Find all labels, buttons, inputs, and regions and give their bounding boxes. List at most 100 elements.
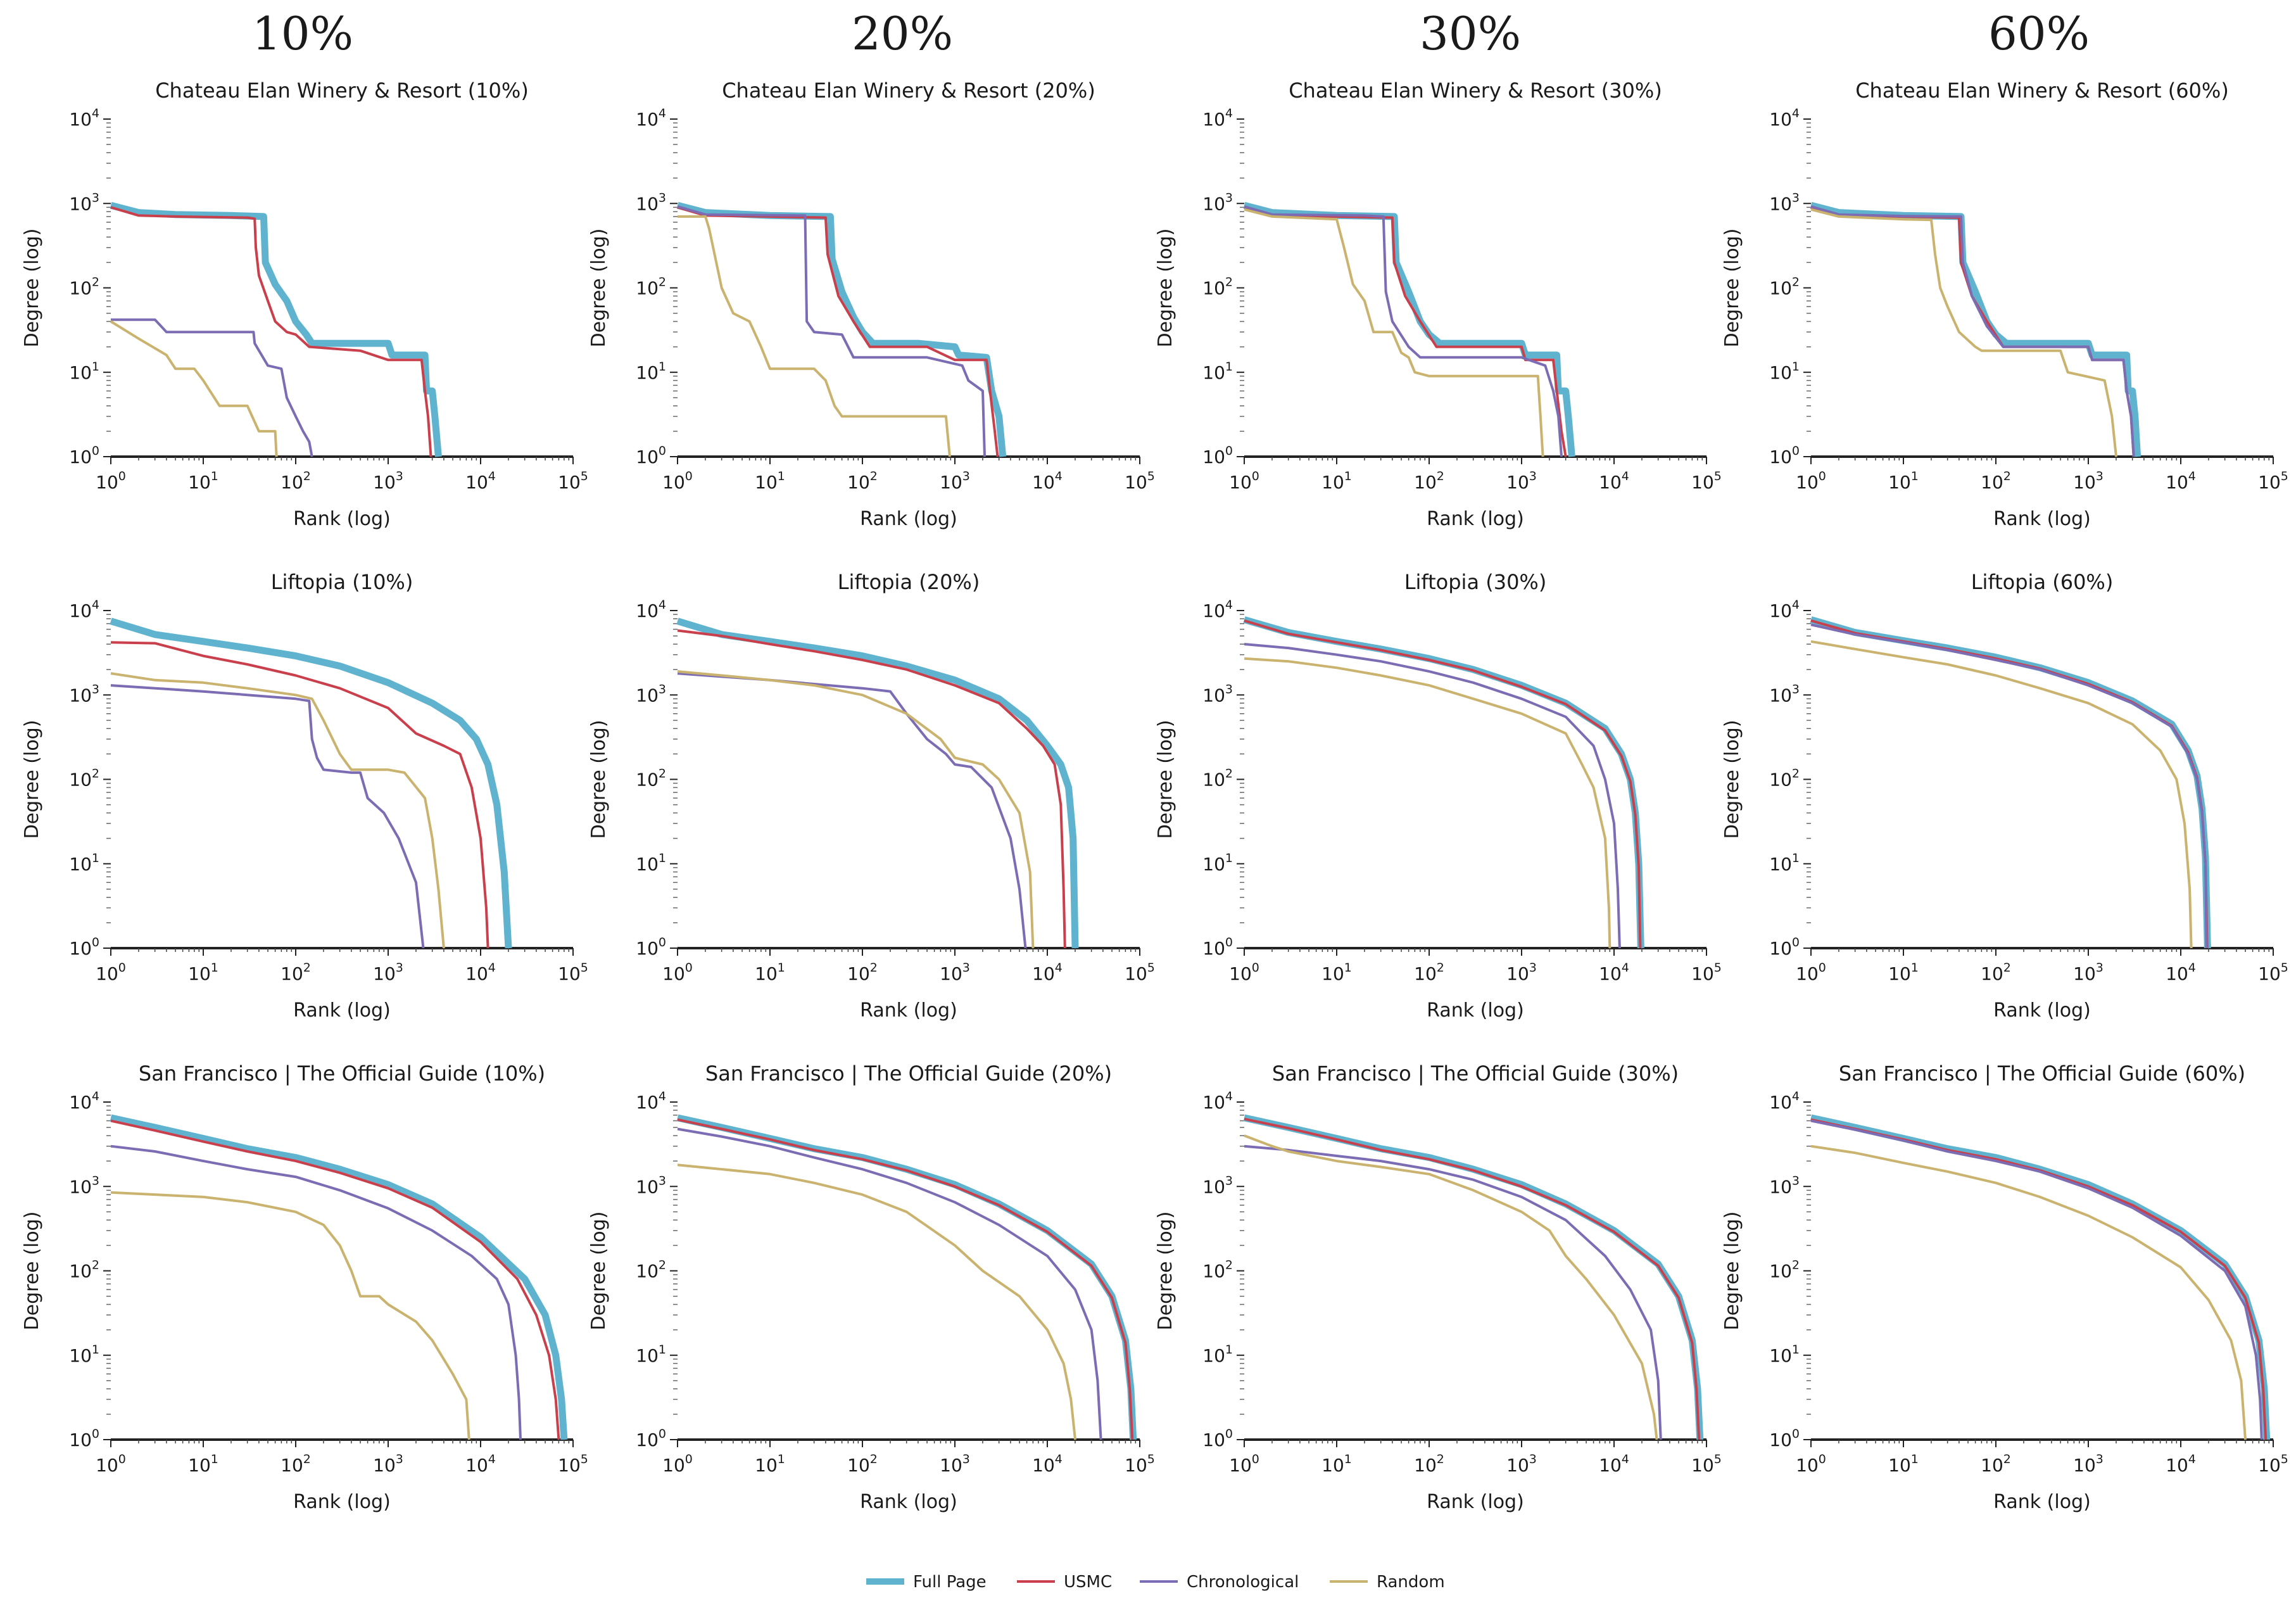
x-tick-label: 101 bbox=[1888, 1452, 1919, 1476]
series-line-chronological bbox=[1810, 205, 2135, 457]
y-tick-label: 100 bbox=[1769, 935, 1800, 959]
x-axis-label: Rank (log) bbox=[1427, 508, 1524, 530]
legend-item-usmc: USMC bbox=[1017, 1573, 1112, 1592]
y-axis-label: Degree (log) bbox=[21, 720, 43, 839]
x-axis-label: Rank (log) bbox=[1993, 999, 2091, 1022]
y-tick-label: 101 bbox=[636, 1343, 666, 1366]
panel-6: Liftopia (20%) 100 101 102 103 104 105 100 101 10… bbox=[588, 570, 1155, 1022]
series-line-usmc bbox=[1244, 206, 1567, 457]
series-line-random bbox=[110, 1191, 470, 1440]
y-tick-label: 101 bbox=[1769, 1343, 1800, 1366]
panel-title: Liftopia (20%) bbox=[838, 570, 980, 594]
x-tick-label: 105 bbox=[558, 1452, 588, 1476]
x-tick-label: 101 bbox=[1888, 961, 1919, 984]
series-line-usmc bbox=[677, 629, 1066, 949]
panel-title: San Francisco | The Official Guide (30%) bbox=[1272, 1062, 1679, 1086]
x-tick-label: 100 bbox=[662, 469, 693, 493]
y-tick-label: 103 bbox=[636, 682, 666, 706]
legend-item-random: Random bbox=[1330, 1573, 1445, 1592]
panel-7: Liftopia (30%) 100 101 102 103 104 105 100 101 10… bbox=[1154, 570, 1722, 1022]
x-tick-label: 102 bbox=[847, 469, 878, 493]
y-axis-label: Degree (log) bbox=[21, 1212, 43, 1331]
series-line-random bbox=[677, 1163, 1076, 1440]
y-tick-label: 104 bbox=[636, 106, 666, 130]
series-line-full-page bbox=[676, 618, 1079, 949]
series-line-chronological bbox=[677, 205, 986, 457]
y-tick-label: 103 bbox=[636, 191, 666, 214]
y-tick-label: 103 bbox=[636, 1174, 666, 1197]
x-tick-label: 104 bbox=[1599, 961, 1629, 984]
series-line-chronological bbox=[111, 318, 313, 457]
y-tick-label: 101 bbox=[69, 1343, 99, 1366]
series-line-random bbox=[1244, 657, 1612, 949]
y-tick-label: 101 bbox=[69, 360, 99, 383]
y-tick-label: 104 bbox=[1769, 1089, 1800, 1113]
panel-12: San Francisco | The Official Guide (60%)… bbox=[1721, 1062, 2288, 1513]
x-tick-label: 103 bbox=[2073, 1452, 2104, 1476]
x-tick-label: 105 bbox=[2258, 961, 2288, 984]
series-line-random bbox=[1244, 1134, 1658, 1440]
y-tick-label: 101 bbox=[1202, 360, 1233, 383]
series-line-random bbox=[678, 215, 951, 457]
x-axis-label: Rank (log) bbox=[860, 508, 957, 530]
panel-title: Chateau Elan Winery & Resort (30%) bbox=[1289, 79, 1662, 103]
y-tick-label: 100 bbox=[69, 935, 99, 959]
panel-title: Chateau Elan Winery & Resort (20%) bbox=[722, 79, 1095, 103]
x-tick-label: 100 bbox=[1229, 469, 1259, 493]
column-header-60: 60% bbox=[1988, 7, 2090, 60]
series-line-usmc bbox=[1244, 1117, 1701, 1440]
y-tick-label: 102 bbox=[636, 767, 666, 790]
y-axis-label: Degree (log) bbox=[1721, 229, 1743, 348]
x-tick-label: 102 bbox=[281, 469, 311, 493]
panel-title: Liftopia (60%) bbox=[1971, 570, 2114, 594]
y-axis-label: Degree (log) bbox=[1154, 720, 1176, 839]
x-tick-label: 100 bbox=[1796, 961, 1826, 984]
series-line-chronological bbox=[1244, 643, 1621, 949]
x-tick-label: 101 bbox=[1321, 469, 1352, 493]
y-tick-label: 102 bbox=[1769, 767, 1800, 790]
x-tick-label: 104 bbox=[1032, 469, 1063, 493]
x-tick-label: 102 bbox=[1414, 961, 1444, 984]
column-header-10: 10% bbox=[252, 7, 353, 60]
x-tick-label: 100 bbox=[662, 1452, 693, 1476]
x-tick-label: 103 bbox=[940, 469, 970, 493]
y-tick-label: 104 bbox=[636, 1089, 666, 1113]
x-tick-label: 103 bbox=[373, 1452, 403, 1476]
x-tick-label: 103 bbox=[940, 961, 970, 984]
x-tick-label: 101 bbox=[188, 469, 218, 493]
y-tick-label: 102 bbox=[636, 1258, 666, 1282]
y-tick-label: 102 bbox=[1202, 1258, 1233, 1282]
y-tick-label: 104 bbox=[1202, 1089, 1233, 1113]
series-line-usmc bbox=[110, 1119, 560, 1440]
y-tick-label: 102 bbox=[1202, 276, 1233, 299]
y-tick-label: 104 bbox=[69, 598, 99, 621]
x-tick-label: 104 bbox=[1599, 1452, 1629, 1476]
x-tick-label: 100 bbox=[1229, 961, 1259, 984]
legend-label-chronological: Chronological bbox=[1187, 1573, 1299, 1592]
series-line-chronological bbox=[110, 684, 425, 949]
y-tick-label: 100 bbox=[69, 444, 99, 467]
series-line-random bbox=[677, 670, 1035, 949]
y-tick-label: 103 bbox=[1202, 1174, 1233, 1197]
x-tick-label: 103 bbox=[940, 1452, 970, 1476]
x-tick-label: 104 bbox=[465, 961, 496, 984]
x-tick-label: 104 bbox=[465, 1452, 496, 1476]
y-tick-label: 100 bbox=[636, 935, 666, 959]
x-axis-label: Rank (log) bbox=[293, 1491, 391, 1513]
x-tick-label: 101 bbox=[1321, 1452, 1352, 1476]
panels: Chateau Elan Winery & Resort (10%) 100 101… bbox=[21, 79, 2288, 1513]
y-tick-label: 102 bbox=[1769, 1258, 1800, 1282]
x-tick-label: 102 bbox=[281, 961, 311, 984]
x-tick-label: 105 bbox=[1691, 1452, 1722, 1476]
x-tick-label: 104 bbox=[2166, 1452, 2196, 1476]
y-tick-label: 101 bbox=[1202, 1343, 1233, 1366]
series-line-chronological bbox=[677, 1127, 1102, 1440]
y-tick-label: 100 bbox=[1202, 444, 1233, 467]
series-line-chronological bbox=[677, 672, 1027, 949]
x-axis-label: Rank (log) bbox=[1993, 508, 2091, 530]
panel-8: Liftopia (60%) 100 101 102 103 104 105 100 101 10… bbox=[1721, 570, 2288, 1022]
panel-2: Chateau Elan Winery & Resort (20%) 100 101… bbox=[588, 79, 1155, 530]
x-tick-label: 101 bbox=[755, 469, 785, 493]
series-line-usmc bbox=[677, 1118, 1134, 1440]
y-tick-label: 104 bbox=[1202, 598, 1233, 621]
